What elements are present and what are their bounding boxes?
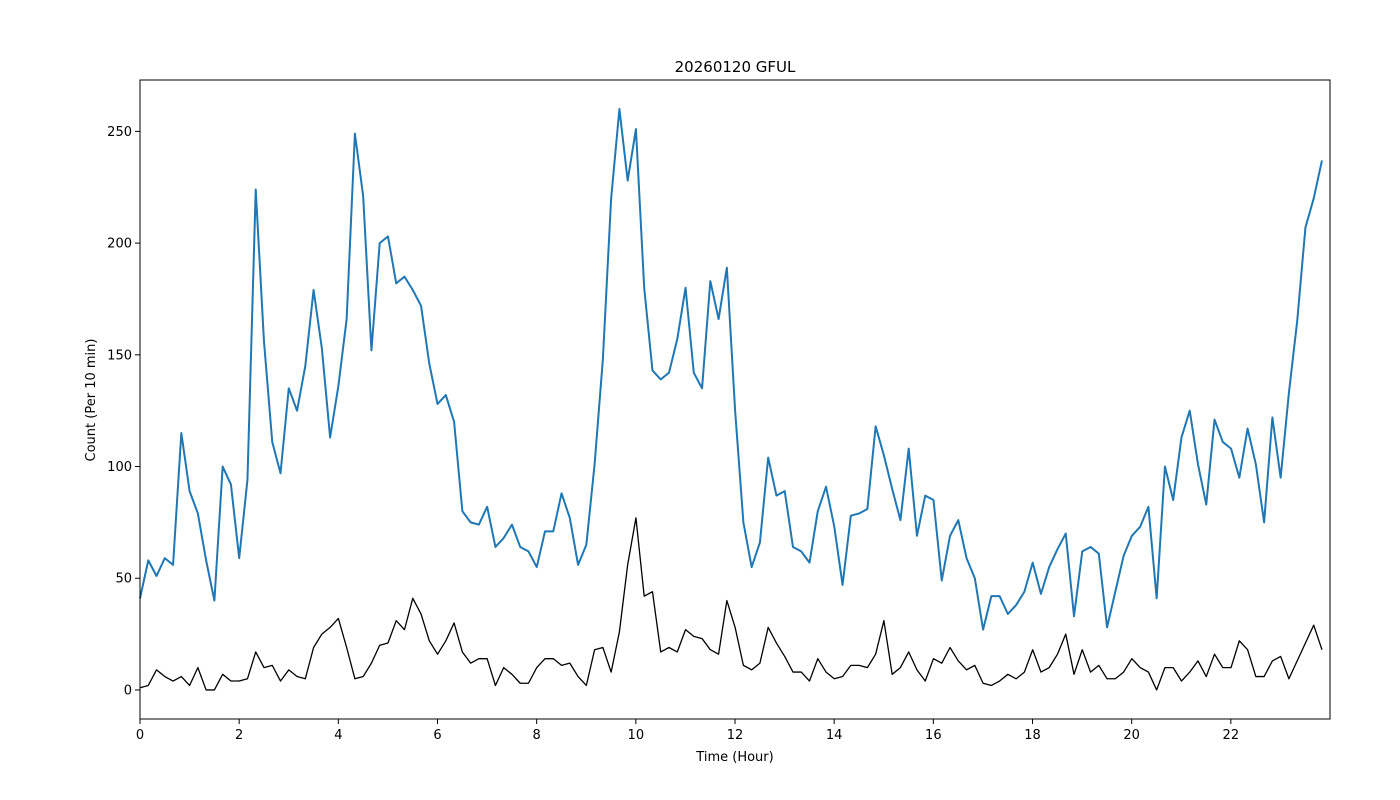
x-tick-label: 4 xyxy=(334,728,342,743)
y-tick-label: 150 xyxy=(107,348,132,363)
x-tick-label: 6 xyxy=(433,728,441,743)
x-axis: 0 2 4 6 8 10 12 14 16 18 20 22 xyxy=(136,719,1239,743)
y-axis: 0 50 100 150 200 250 xyxy=(107,125,140,698)
series-line-1 xyxy=(139,108,1323,631)
y-tick-label: 50 xyxy=(115,572,132,587)
x-tick-label: 16 xyxy=(925,728,942,743)
y-tick-label: 100 xyxy=(107,460,132,475)
x-tick-label: 10 xyxy=(628,728,645,743)
x-tick-label: 8 xyxy=(533,728,541,743)
y-tick-label: 0 xyxy=(124,683,132,698)
x-tick-label: 0 xyxy=(136,728,144,743)
series-layer xyxy=(139,108,1323,691)
chart-title: 20260120 GFUL xyxy=(675,58,796,76)
x-tick-label: 22 xyxy=(1223,728,1240,743)
series-line-2 xyxy=(139,517,1323,691)
y-tick-label: 250 xyxy=(107,125,132,140)
x-tick-label: 14 xyxy=(826,728,843,743)
x-tick-label: 18 xyxy=(1024,728,1041,743)
x-tick-label: 12 xyxy=(727,728,744,743)
y-tick-label: 200 xyxy=(107,237,132,252)
x-axis-label: Time (Hour) xyxy=(695,750,773,765)
x-tick-label: 20 xyxy=(1123,728,1140,743)
y-axis-label: Count (Per 10 min) xyxy=(84,339,99,462)
x-tick-label: 2 xyxy=(235,728,243,743)
